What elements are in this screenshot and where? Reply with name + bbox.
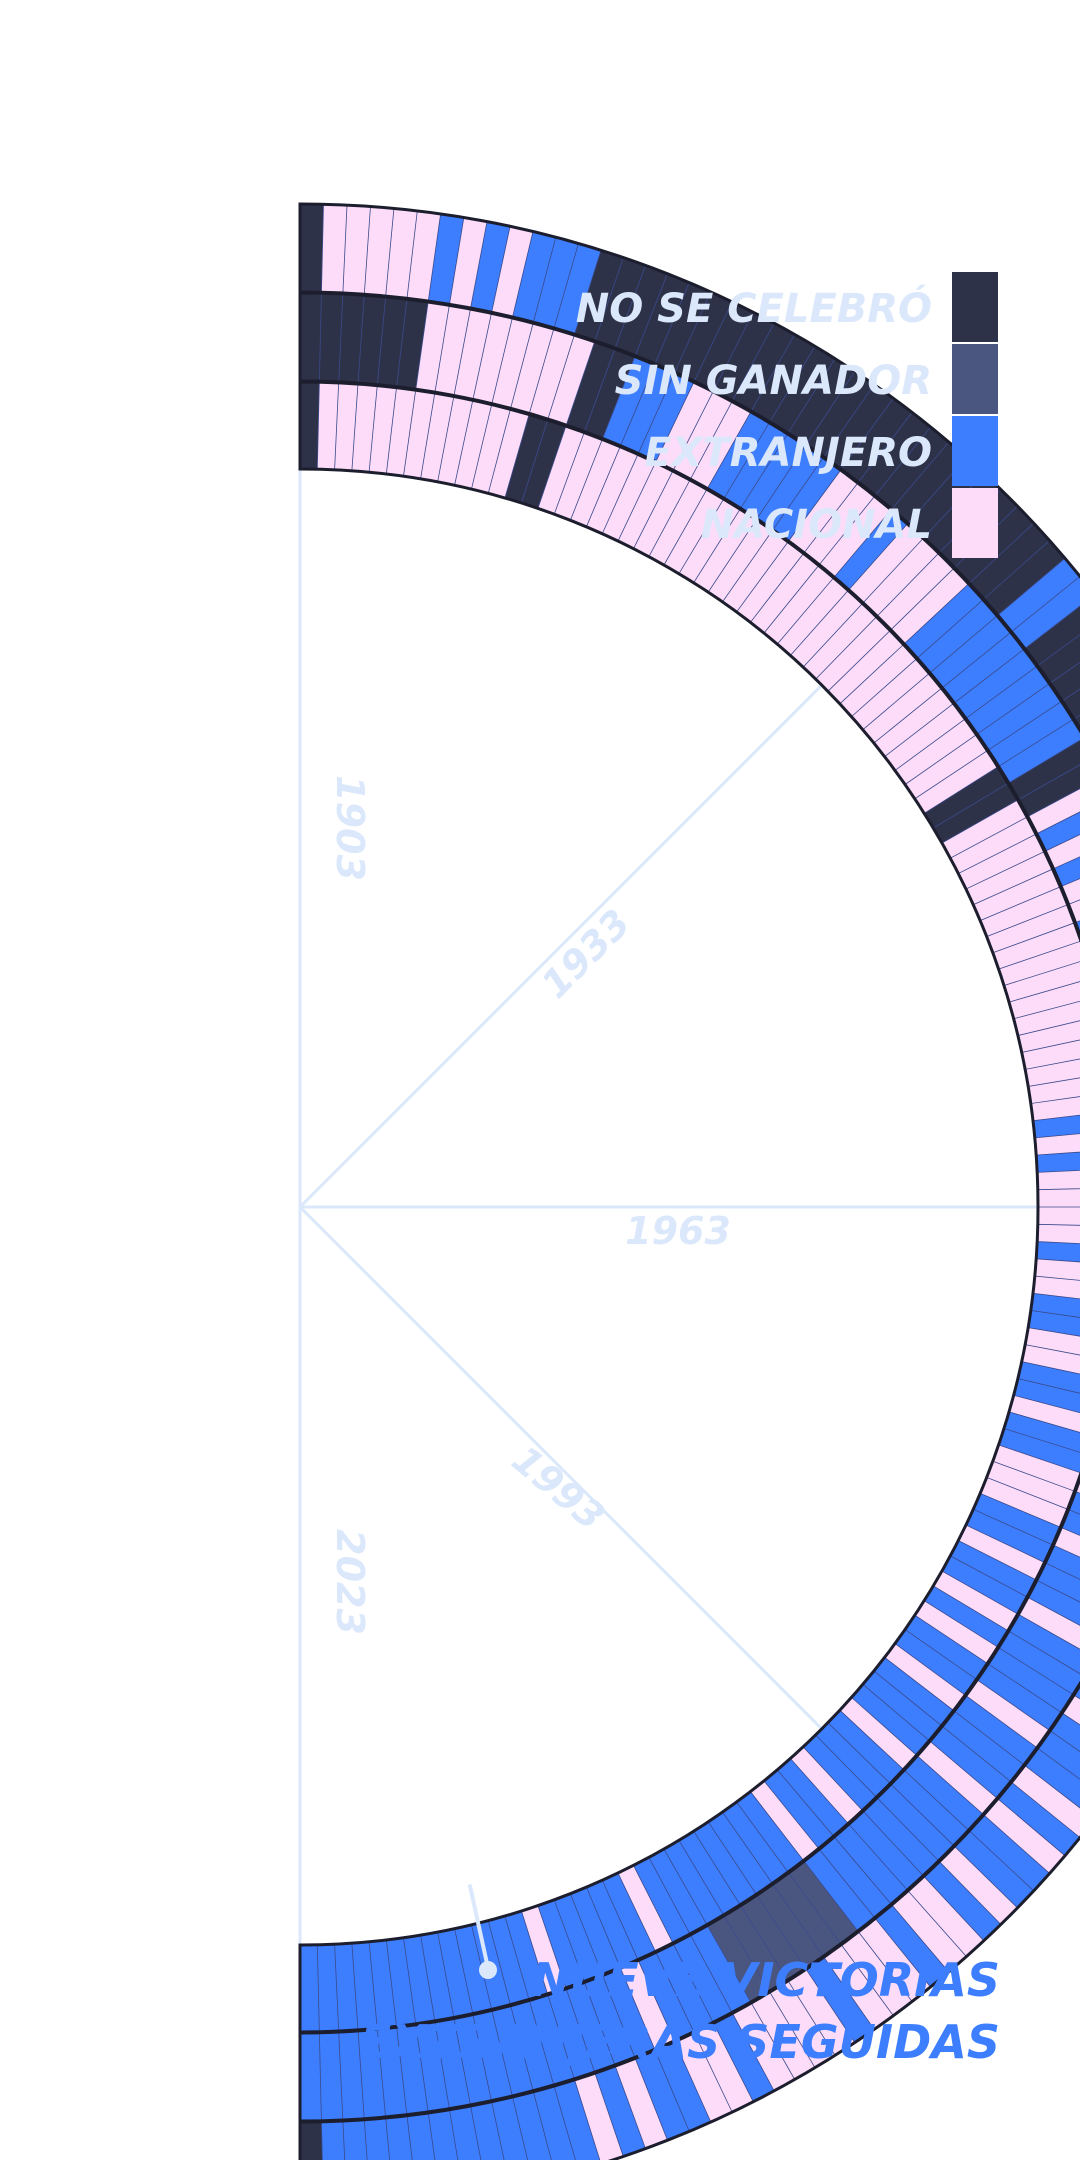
segment-ring-middle-132 [318, 2031, 344, 2122]
segment-ring-middle-0 [299, 292, 323, 382]
year-label-1993: 1993 [504, 1437, 613, 1539]
annotation-dot [479, 1961, 497, 1979]
annotation-line-1: NUEVE VICTORIAS [531, 1953, 1000, 2007]
year-labels: 1903 1933 1963 1993 2023 [328, 775, 731, 1635]
segment-ring-inner-133 [299, 1944, 320, 2033]
legend-swatch-nacional [952, 488, 998, 558]
segment-ring-inner-66 [1037, 1188, 1080, 1208]
annotation: NUEVE VICTORIAS EXTRANJERAS SEGUIDAS [360, 1884, 1000, 2069]
legend-swatch-no-se-celebro [952, 272, 998, 342]
annotation-line-2: EXTRANJERAS SEGUIDAS [360, 2015, 1000, 2069]
segment-ring-inner-132 [316, 1943, 340, 2033]
year-label-1963: 1963 [625, 1209, 731, 1253]
year-label-2023: 2023 [328, 1529, 372, 1635]
annotation-leader-line [468, 1884, 490, 1970]
segment-ring-inner-67 [1037, 1206, 1080, 1227]
legend-label-extranjero: EXTRANJERO [644, 430, 932, 476]
legend-swatch-extranjero [952, 416, 998, 486]
legend-swatch-sin-ganador [952, 344, 998, 414]
year-label-1903: 1903 [328, 775, 372, 881]
year-label-1933: 1933 [533, 901, 639, 1007]
guide-line-1933 [298, 682, 825, 1209]
segment-ring-inner-0 [299, 381, 321, 470]
legend-label-no-se-celebro: NO SE CELEBRÓ [576, 284, 932, 332]
ring-outlines [298, 202, 1080, 2160]
segment-ring-outer-132 [320, 2120, 346, 2160]
guide-line-1993 [298, 1205, 825, 1732]
year-guide-lines [298, 467, 1040, 1947]
ring-segments [299, 203, 1080, 2160]
legend: NO SE CELEBRÓ SIN GANADOR EXTRANJERO NAC… [576, 272, 998, 558]
legend-label-sin-ganador: SIN GANADOR [615, 358, 932, 404]
legend-label-nacional: NACIONAL [701, 502, 932, 548]
outline-ring-inner [298, 380, 1080, 2034]
segment-ring-outer-0 [299, 203, 325, 293]
segment-ring-outer-133 [299, 2121, 323, 2160]
segment-ring-middle-133 [299, 2032, 322, 2122]
